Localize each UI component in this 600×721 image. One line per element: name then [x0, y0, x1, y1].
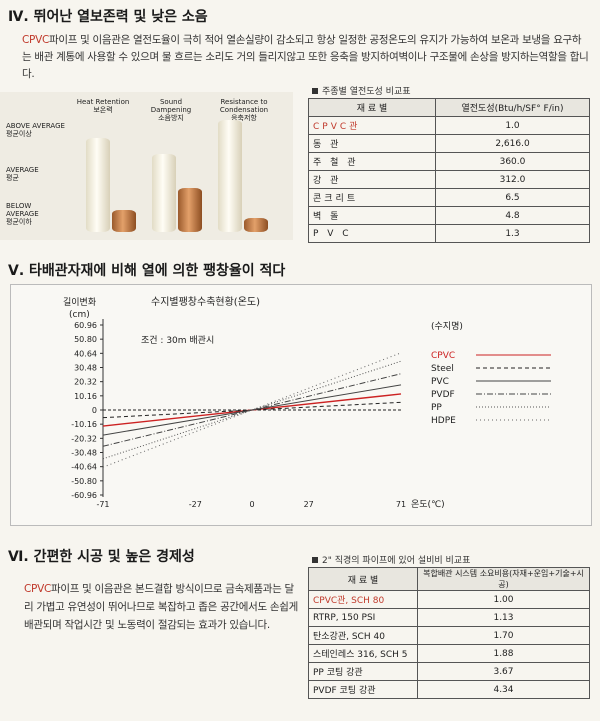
cpvc-sound-cylinder [152, 154, 176, 232]
copper-sound-cylinder [178, 188, 202, 232]
legend-label-pp: PP [431, 403, 442, 413]
copper-condensation-cylinder [244, 218, 268, 232]
level-average: AVERAGE 평균 [6, 166, 39, 182]
legend-label-pvdf: PVDF [431, 390, 455, 400]
y-tick-label: -30.48 [71, 449, 97, 458]
x-tick-label: 71 [396, 500, 406, 509]
table-row: 강 관 312.0 [308, 170, 590, 189]
y-tick-label: -20.32 [71, 434, 97, 443]
x-tick-label: 0 [249, 500, 254, 509]
header-material: 재 료 별 [308, 98, 436, 117]
x-tick-label: -27 [189, 500, 202, 509]
section-5-title: Ⅴ. 타배관자재에 비해 열에 의한 팽창율이 적다 [8, 263, 286, 279]
legend-label-pvc: PVC [431, 377, 449, 387]
cpvc-highlight: CPVC [22, 34, 49, 46]
section-4-title: Ⅳ. 뛰어난 열보존력 및 낮은 소음 [8, 9, 208, 25]
table-row: CPVC관, SCH 80 1.00 [308, 590, 590, 609]
header-cost: 복합배관 시스템 소요비용(자재+운임+기술+시공) [417, 567, 590, 591]
copper-heat-cylinder [112, 210, 136, 232]
table-row: RTRP, 150 PSI 1.13 [308, 608, 590, 627]
level-above-average: ABOVE AVERAGE 평균이상 [6, 122, 65, 138]
series-line-pp [102, 360, 402, 460]
y-tick-label: -60.96 [71, 491, 97, 500]
cost-table-caption: 2" 직경의 파이프에 있어 설비비 비교표 [312, 553, 470, 566]
y-tick-label: 0 [92, 406, 97, 415]
chart-ylabel: 길이변화 [63, 297, 96, 308]
table-row: PVDF 코팅 강관 4.34 [308, 680, 590, 699]
y-tick-label: 40.64 [74, 349, 97, 358]
series-line-pvdf [102, 373, 402, 447]
series-line-hdpe [102, 352, 402, 468]
header-conductivity: 열전도성(Btu/h/SF° F/in) [435, 98, 590, 117]
table-row: 콘크리트 6.5 [308, 188, 590, 207]
y-tick-label: -50.80 [71, 477, 97, 486]
chart-title: 수지별팽창수축현황(온도) [151, 296, 260, 308]
col-head-heat: Heat Retention 보온력 [76, 98, 130, 114]
cpvc-heat-cylinder [86, 138, 110, 232]
y-tick-label: 30.48 [74, 364, 97, 373]
y-tick-label: 50.80 [74, 335, 97, 344]
section-6-text: 파이프 및 이음관은 본드결합 방식이므로 금속제품과는 달리 가볍고 유연성이… [24, 583, 298, 631]
table-row: 스테인레스 316, SCH 5 1.88 [308, 644, 590, 663]
cost-table: 재 료 별 복합배관 시스템 소요비용(자재+운임+기술+시공) CPVC관, … [308, 567, 590, 699]
section-4-paragraph: CPVC파이프 및 이음관은 열전도율이 극히 적어 열손실량이 감소되고 항상… [22, 32, 590, 83]
level-below-average: BELOW AVERAGE 평균이하 [6, 202, 39, 226]
chart-condition: 조건 : 30m 배관시 [141, 335, 214, 346]
y-tick-label: -40.64 [71, 463, 97, 472]
x-tick-label: -71 [96, 500, 109, 509]
table-row: P V C 1.3 [308, 224, 590, 243]
header-material: 재 료 별 [308, 567, 418, 591]
y-tick-label: 60.96 [74, 321, 97, 330]
col-head-sound: Sound Dampening 소음방지 [150, 98, 192, 122]
table-row: 벽 돌 4.8 [308, 206, 590, 225]
legend-label-cpvc: CPVC [431, 351, 455, 361]
cost-table-header: 재 료 별 복합배관 시스템 소요비용(자재+운임+기술+시공) [308, 567, 590, 591]
cpvc-condensation-cylinder [218, 120, 242, 232]
legend-title: (수지명) [431, 321, 463, 332]
legend-label-hdpe: HDPE [431, 416, 456, 426]
col-head-condensation: Resistance to Condensation 응축저항 [219, 98, 269, 122]
section-6-title: Ⅵ. 간편한 시공 및 높은 경제성 [8, 549, 195, 565]
x-tick-label: 27 [304, 500, 314, 509]
legend-label-steel: Steel [431, 364, 454, 374]
performance-figure: Heat Retention 보온력 Sound Dampening 소음방지 Re… [0, 92, 293, 240]
chart-ylabel-unit: (cm) [69, 310, 90, 320]
cpvc-highlight: CPVC [24, 583, 51, 595]
table-row: PP 코팅 강관 3.67 [308, 662, 590, 681]
table-row: 탄소강관, SCH 40 1.70 [308, 626, 590, 645]
chart-xlabel: 온도(℃) [411, 499, 445, 510]
table-row: 주 철 관 360.0 [308, 152, 590, 171]
y-tick-label: -10.16 [71, 420, 97, 429]
section-4-text: 파이프 및 이음관은 열전도율이 극히 적어 열손실량이 감소되고 항상 일정한… [22, 34, 589, 80]
section-6-paragraph: CPVC파이프 및 이음관은 본드결합 방식이므로 금속제품과는 달리 가볍고 … [24, 580, 300, 634]
thermal-table-header: 재 료 별 열전도성(Btu/h/SF° F/in) [308, 98, 590, 117]
table-row: 동 관 2,616.0 [308, 134, 590, 153]
y-tick-label: 20.32 [74, 378, 97, 387]
table-row: CPVC관 1.0 [308, 116, 590, 135]
thermal-table-caption: 주종별 열전도성 비교표 [312, 84, 411, 97]
y-tick-label: 10.16 [74, 392, 97, 401]
